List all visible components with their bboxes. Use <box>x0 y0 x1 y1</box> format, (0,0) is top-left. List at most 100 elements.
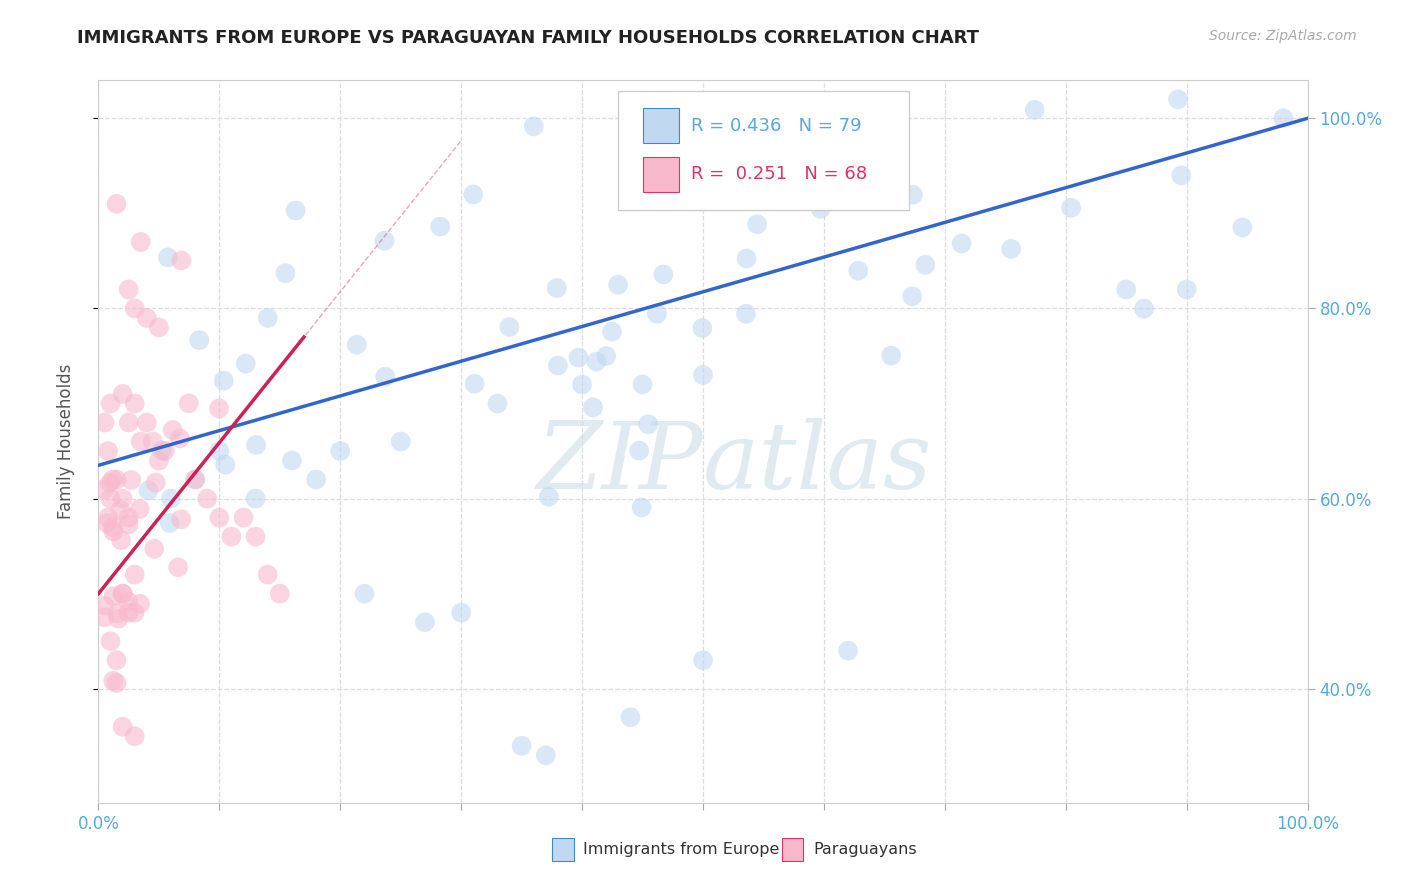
Point <box>97 444 120 458</box>
Point <box>170 253 193 268</box>
Point <box>735 307 758 321</box>
Text: Paraguayans: Paraguayans <box>813 842 917 857</box>
Point <box>600 325 623 339</box>
Point <box>103 590 125 604</box>
Point <box>105 676 128 690</box>
Point <box>100 396 122 410</box>
Point <box>305 473 328 487</box>
Point <box>1060 201 1083 215</box>
Point <box>630 500 652 515</box>
Point <box>110 503 132 517</box>
Point <box>880 349 903 363</box>
Point <box>167 560 190 574</box>
Point <box>111 491 134 506</box>
Point <box>93 610 115 624</box>
Point <box>111 387 134 401</box>
Bar <box>643 157 679 192</box>
Point <box>111 720 134 734</box>
Point <box>245 491 267 506</box>
Point <box>111 587 134 601</box>
Point <box>93 599 115 613</box>
Point <box>100 634 122 648</box>
Point <box>208 510 231 524</box>
Point <box>510 739 533 753</box>
Point <box>1170 169 1192 183</box>
Point <box>117 594 139 608</box>
Point <box>98 475 121 490</box>
Point <box>156 251 179 265</box>
Point <box>547 359 569 373</box>
Point <box>101 473 124 487</box>
Point <box>105 607 128 621</box>
Point <box>160 491 183 506</box>
Point <box>118 282 141 296</box>
Point <box>256 567 278 582</box>
Point <box>105 653 128 667</box>
Point <box>537 490 560 504</box>
Point <box>208 444 231 458</box>
Point <box>256 310 278 325</box>
Point <box>170 512 193 526</box>
Point <box>135 416 157 430</box>
Point <box>103 673 125 688</box>
Point <box>329 444 352 458</box>
Point <box>129 597 152 611</box>
Text: IMMIGRANTS FROM EUROPE VS PARAGUAYAN FAMILY HOUSEHOLDS CORRELATION CHART: IMMIGRANTS FROM EUROPE VS PARAGUAYAN FAM… <box>77 29 980 46</box>
Point <box>281 453 304 467</box>
Point <box>195 491 218 506</box>
Point <box>1133 301 1156 316</box>
Point <box>1024 103 1046 117</box>
Point <box>120 473 142 487</box>
Point <box>1000 242 1022 256</box>
Point <box>184 473 207 487</box>
Point <box>107 612 129 626</box>
Point <box>101 520 124 534</box>
Point <box>105 197 128 211</box>
Point <box>831 95 853 110</box>
Point <box>735 252 758 266</box>
Point <box>159 516 181 530</box>
Point <box>245 438 267 452</box>
Point <box>145 475 167 490</box>
Point <box>110 533 132 548</box>
Point <box>914 258 936 272</box>
Text: R = 0.436   N = 79: R = 0.436 N = 79 <box>690 117 862 135</box>
Point <box>692 368 714 382</box>
Point <box>619 710 641 724</box>
Point <box>118 510 141 524</box>
Point <box>346 337 368 351</box>
Point <box>212 374 235 388</box>
Point <box>111 587 134 601</box>
Point <box>716 152 738 166</box>
Point <box>118 606 141 620</box>
Point <box>221 530 243 544</box>
Bar <box>782 838 803 862</box>
Point <box>1272 112 1295 126</box>
Bar <box>643 109 679 143</box>
Point <box>184 473 207 487</box>
Bar <box>551 838 574 862</box>
Point <box>582 401 605 415</box>
Point <box>429 219 451 234</box>
Point <box>177 396 200 410</box>
Point <box>1115 282 1137 296</box>
Point <box>450 606 472 620</box>
Point <box>373 234 395 248</box>
Point <box>637 417 659 432</box>
Point <box>118 416 141 430</box>
Point <box>631 377 654 392</box>
Point <box>96 516 118 530</box>
Point <box>148 453 170 467</box>
Point <box>103 524 125 539</box>
Point <box>1167 92 1189 106</box>
Point <box>208 401 231 416</box>
Point <box>162 423 184 437</box>
Point <box>214 458 236 472</box>
Point <box>901 289 924 303</box>
Point <box>143 541 166 556</box>
Point <box>232 510 254 524</box>
Text: ZIP: ZIP <box>536 418 703 508</box>
Point <box>150 443 173 458</box>
Point <box>245 530 267 544</box>
Point <box>100 491 122 506</box>
